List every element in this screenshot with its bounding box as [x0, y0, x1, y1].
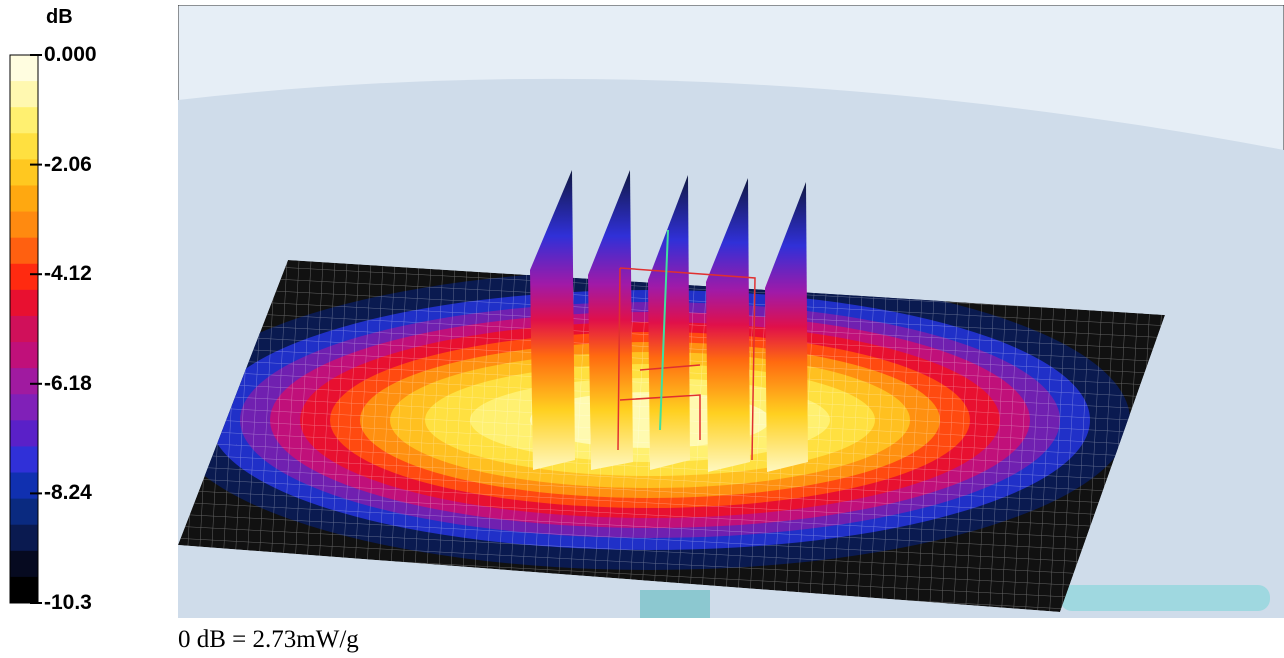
colorbar-segment	[10, 107, 38, 134]
probe-frame	[617, 267, 756, 461]
colorbar-segment	[10, 81, 38, 108]
colorbar-segment	[10, 368, 38, 395]
colorbar-segment	[10, 289, 38, 317]
colorbar-tick-label: -6.18	[44, 371, 92, 395]
colorbar-tick-label: -4.12	[44, 262, 92, 286]
caption: 0 dB = 2.73mW/g	[178, 626, 359, 653]
colorbar-segment	[10, 55, 38, 82]
colorbar-segment	[10, 446, 38, 474]
colorbar-segment	[10, 524, 38, 552]
colorbar-segment	[10, 237, 38, 265]
colorbar-segment	[10, 472, 38, 500]
cable	[1060, 585, 1270, 611]
colorbar-segment	[10, 315, 38, 343]
colorbar-segment	[10, 133, 38, 160]
colorbar-unit: dB	[46, 6, 73, 28]
colorbar-segment	[10, 211, 38, 239]
colorbar-tick-label: -8.24	[44, 481, 92, 505]
colorbar-segment	[10, 550, 38, 578]
colorbar-tick-label: -2.06	[44, 152, 92, 176]
colorbar-segment	[10, 394, 38, 421]
colorbar-segment	[10, 498, 38, 526]
field-view	[178, 5, 1284, 618]
colorbar-frame	[9, 54, 39, 604]
colorbar-tick-label: 0.000	[44, 43, 97, 66]
colorbar	[9, 54, 42, 604]
colorbar-segment	[10, 159, 38, 186]
probe-axis	[659, 229, 669, 431]
colorbar-segment	[10, 420, 38, 447]
colorbar-segment	[10, 185, 38, 213]
colorbar-tick-label: -10.3	[44, 591, 92, 614]
colorbar-segment	[10, 263, 38, 291]
colorbar-segment	[10, 576, 38, 604]
colorbar-segment	[10, 342, 38, 369]
support	[640, 590, 710, 618]
